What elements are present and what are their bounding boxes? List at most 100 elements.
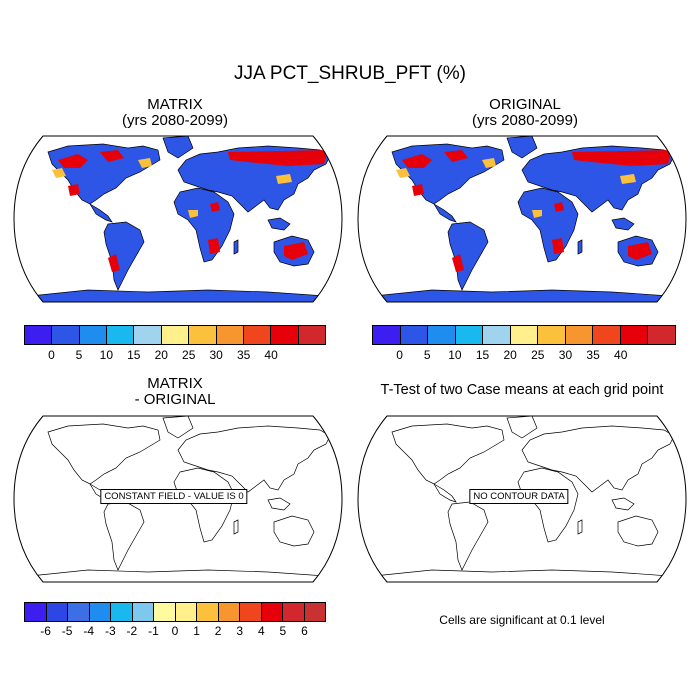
- colorbar-swatch: [593, 326, 621, 344]
- colorbar-tick-label: 20: [154, 348, 168, 362]
- colorbar-tick-label: 10: [448, 348, 462, 362]
- continent-shape: [611, 497, 635, 511]
- continent-shape: [233, 519, 239, 535]
- continent-shape: [103, 501, 145, 571]
- panel-title-line2: (yrs 2080-2099): [472, 112, 578, 129]
- colorbar-swatch: [271, 326, 299, 344]
- map-outline: [13, 415, 343, 583]
- colorbar-tick-label: -3: [104, 624, 116, 638]
- panel-title-line2: (yrs 2080-2099): [122, 112, 228, 129]
- map-outline: [357, 415, 687, 583]
- continent-shape: [611, 217, 635, 231]
- colorbar-tick-label: 25: [182, 348, 196, 362]
- panel-title-original: ORIGINAL (yrs 2080-2099): [405, 97, 645, 129]
- colorbar-swatch: [565, 326, 594, 344]
- colorbar-tick-label: 35: [236, 348, 251, 362]
- colorbar-swatch: [304, 603, 325, 621]
- colorbar-tick-label: 0: [48, 348, 55, 362]
- colorbar-swatch: [25, 603, 47, 621]
- colorbar-tick-label: 35: [586, 348, 600, 362]
- colorbar-matrix-labels: 0 5 10 15 20 25 30 35 40: [24, 348, 326, 364]
- continent-shape: [521, 425, 675, 493]
- colorbar-tick-label: 25: [531, 348, 545, 362]
- continent-shape: [506, 416, 538, 439]
- colorbar-swatch: [428, 326, 456, 344]
- panel-title-line1: MATRIX: [147, 96, 203, 113]
- colorbar-swatch: [373, 326, 401, 344]
- colorbar-swatch: [648, 326, 676, 344]
- colorbar-swatch: [243, 326, 272, 344]
- colorbar-swatch: [25, 326, 53, 344]
- continent-shape: [267, 497, 291, 511]
- figure-title: JJA PCT_SHRUB_PFT (%): [234, 63, 466, 84]
- map-outline: [357, 135, 687, 303]
- continent-shape: [391, 423, 505, 485]
- shrub-high-region: [210, 202, 220, 212]
- shrub-moderate-region: [138, 158, 152, 168]
- continent-shape: [372, 569, 672, 582]
- colorbar-tick-label: 15: [127, 348, 141, 362]
- continent-shape: [267, 217, 291, 231]
- colorbar-swatch: [111, 603, 133, 621]
- shrub-high-region: [402, 154, 432, 168]
- colorbar-tick-label: -4: [83, 624, 95, 638]
- colorbar-difference-labels: -6 -5 -4 -3 -2 -1 0 1 2 3 4 5 6: [24, 624, 326, 640]
- panel-title-line1: MATRIX: [147, 375, 203, 392]
- colorbar-swatch: [197, 603, 219, 621]
- panel-title-line1: ORIGINAL: [489, 96, 561, 113]
- continent-shape: [517, 467, 579, 543]
- map-matrix: [13, 135, 343, 303]
- shrub-moderate-region: [52, 168, 66, 178]
- colorbar-difference: [24, 602, 326, 622]
- continent-shape: [89, 203, 113, 223]
- colorbar-swatch: [400, 326, 429, 344]
- continent-shape: [447, 501, 489, 571]
- colorbar-tick-label: 5: [279, 624, 287, 638]
- shrub-moderate-region: [188, 210, 198, 218]
- colorbar-swatch: [620, 326, 649, 344]
- shrub-high-region: [444, 150, 468, 162]
- shrub-high-region: [572, 150, 672, 166]
- shrub-high-region: [228, 150, 328, 166]
- colorbar-swatch: [510, 326, 539, 344]
- shrub-high-region: [554, 202, 564, 212]
- colorbar-swatch: [132, 603, 154, 621]
- shrub-moderate-region: [396, 168, 410, 178]
- coastlines: [372, 416, 675, 582]
- colorbar-tick-label: 0: [396, 348, 403, 362]
- colorbar-tick-label: 4: [257, 624, 265, 638]
- continent-shape: [577, 519, 583, 535]
- land-field: [372, 136, 675, 302]
- continent-shape: [433, 483, 457, 503]
- colorbar-tick-label: 10: [99, 348, 114, 362]
- shrub-high-region: [452, 254, 464, 272]
- map-outline: [13, 135, 343, 303]
- colorbar-original: [372, 325, 676, 345]
- shrub-high-region: [100, 150, 124, 162]
- colorbar-swatch: [89, 603, 111, 621]
- continent-shape: [617, 515, 659, 547]
- colorbar-swatch: [68, 603, 90, 621]
- colorbar-swatch: [216, 326, 244, 344]
- continent-shape: [173, 467, 235, 543]
- colorbar-tick-label: 1: [193, 624, 200, 638]
- colorbar-matrix: [24, 325, 326, 345]
- colorbar-swatch: [134, 326, 162, 344]
- shrub-high-region: [208, 238, 220, 254]
- colorbar-swatch: [79, 326, 108, 344]
- colorbar-tick-label: -1: [148, 624, 159, 638]
- map-original: [357, 135, 687, 303]
- continent-shape: [433, 203, 457, 223]
- colorbar-tick-label: 6: [301, 624, 308, 638]
- continent-shape: [372, 289, 672, 302]
- map-ttest: [357, 415, 687, 583]
- continent-shape: [447, 221, 489, 291]
- colorbar-original-labels: 0 5 10 15 20 25 30 35 40: [372, 348, 676, 364]
- colorbar-swatch: [218, 603, 240, 621]
- continent-shape: [47, 423, 161, 485]
- colorbar-tick-label: 5: [423, 348, 431, 362]
- continent-shape: [177, 425, 331, 493]
- continent-shape: [28, 289, 328, 302]
- shrub-moderate-region: [276, 174, 292, 184]
- colorbar-tick-label: 40: [264, 348, 278, 362]
